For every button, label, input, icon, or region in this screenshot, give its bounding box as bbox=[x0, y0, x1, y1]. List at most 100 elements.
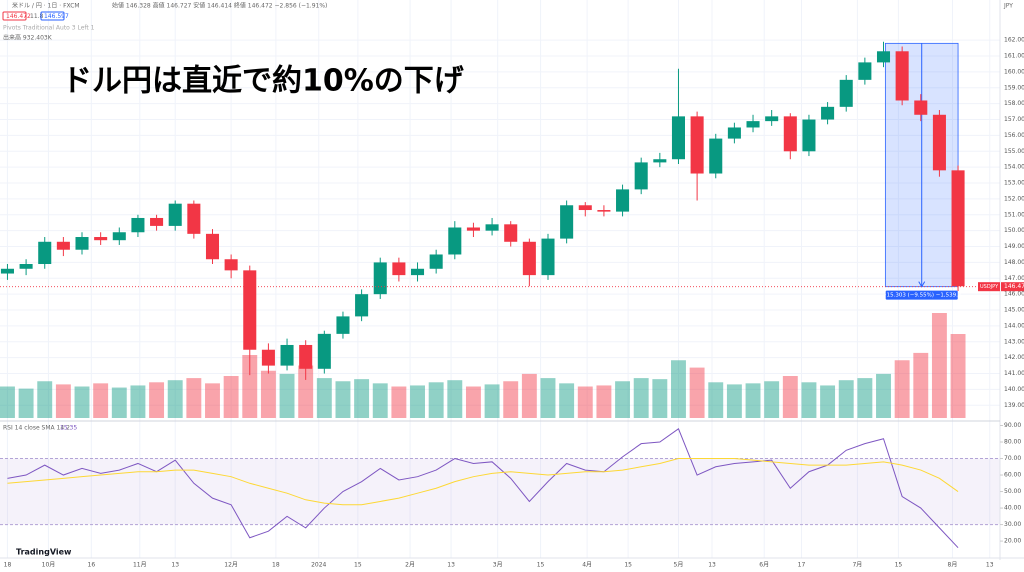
candle-body bbox=[616, 189, 630, 212]
candle-body bbox=[0, 268, 14, 274]
candle-body bbox=[429, 254, 443, 269]
volume-bar bbox=[37, 381, 53, 418]
currency: JPY bbox=[1003, 3, 1013, 10]
volume-bar bbox=[671, 360, 686, 418]
y-tick-label: 153.000 bbox=[1004, 180, 1024, 187]
volume-bar bbox=[913, 352, 929, 418]
volume-bar bbox=[745, 383, 761, 418]
candle-body bbox=[373, 262, 387, 295]
last-price-label: 146.472 bbox=[1004, 283, 1024, 290]
volume-bar bbox=[838, 380, 854, 418]
rsi-line bbox=[7, 458, 959, 506]
x-tick-label: 15 bbox=[624, 562, 632, 569]
y-tick-label: 150.000 bbox=[1004, 227, 1024, 234]
volume-bar bbox=[372, 383, 388, 418]
volume-bar bbox=[391, 386, 407, 418]
volume-bar bbox=[726, 384, 742, 418]
y-tick-label: 155.000 bbox=[1004, 148, 1024, 155]
x-tick-label: 2月 bbox=[405, 562, 415, 569]
candle-body bbox=[243, 270, 257, 350]
rsi-tick-label: 80.00 bbox=[1004, 439, 1021, 446]
x-tick-label: 3月 bbox=[493, 562, 503, 569]
y-tick-label: 151.000 bbox=[1004, 211, 1024, 218]
candle-body bbox=[261, 349, 275, 366]
x-tick-label: 13 bbox=[708, 562, 716, 569]
candle-body bbox=[727, 127, 741, 139]
candle-body bbox=[895, 51, 909, 101]
pivots: Pivots Traditional Auto 3 Left 1 bbox=[3, 25, 95, 32]
y-tick-label: 159.000 bbox=[1004, 84, 1024, 91]
x-tick-label: 10月 bbox=[42, 562, 56, 569]
volume-bar bbox=[615, 381, 631, 418]
rsi-last: 15.35 bbox=[60, 425, 77, 432]
x-tick-label: 13 bbox=[986, 562, 994, 569]
logo: TradingView bbox=[16, 548, 72, 557]
volume-bar bbox=[186, 378, 202, 418]
symbol-tag bbox=[978, 282, 1000, 292]
y-tick-label: 148.000 bbox=[1004, 259, 1024, 266]
symbol-label: USDJPY bbox=[980, 284, 999, 290]
candle-body bbox=[709, 138, 723, 174]
ask[interactable]: 146.597 bbox=[44, 13, 69, 20]
candle-body bbox=[187, 203, 201, 234]
volume-bar bbox=[205, 383, 220, 418]
spread: 11.8 bbox=[30, 13, 44, 20]
buy-button[interactable] bbox=[40, 11, 65, 21]
y-tick-label: 146.000 bbox=[1004, 291, 1024, 298]
candle-body bbox=[131, 217, 145, 233]
candle-body bbox=[112, 232, 126, 241]
volume-bar bbox=[335, 381, 351, 418]
last-price-tag bbox=[1001, 282, 1024, 292]
candle-body bbox=[504, 224, 518, 242]
volume-bar bbox=[484, 384, 500, 418]
volume-bar bbox=[708, 382, 724, 418]
candle-body bbox=[56, 241, 70, 250]
x-tick-label: 11月 bbox=[133, 562, 147, 569]
y-tick-label: 143.000 bbox=[1004, 338, 1024, 345]
candle-body bbox=[150, 217, 164, 226]
x-tick-label: 17 bbox=[798, 562, 806, 569]
y-tick-label: 142.000 bbox=[1004, 354, 1024, 361]
sell-button[interactable] bbox=[2, 11, 27, 21]
bid[interactable]: 146.472 bbox=[6, 13, 31, 20]
candle-body bbox=[634, 162, 648, 190]
volume-bar bbox=[93, 383, 109, 418]
rsi-tick-label: 70.00 bbox=[1004, 455, 1021, 462]
x-tick-label: 18 bbox=[272, 562, 280, 569]
volume-bar bbox=[298, 365, 314, 418]
volume-bar bbox=[167, 380, 183, 418]
rsi-tick-label: 40.00 bbox=[1004, 505, 1021, 512]
volume-bar bbox=[857, 378, 873, 418]
volume-bar bbox=[652, 379, 668, 418]
y-tick-label: 145.000 bbox=[1004, 307, 1024, 314]
x-tick-label: 8月 bbox=[948, 562, 958, 569]
rsi-tick-label: 30.00 bbox=[1004, 521, 1021, 528]
ohlc: 始値 146.328 高値 146.727 安値 146.414 終値 146.… bbox=[112, 2, 327, 10]
candle-body bbox=[578, 205, 592, 211]
candle-body bbox=[839, 79, 853, 107]
volume-bar bbox=[279, 373, 295, 418]
rsi-tick-label: 20.00 bbox=[1004, 538, 1021, 545]
y-tick-label: 160.000 bbox=[1004, 68, 1024, 75]
y-tick-label: 141.000 bbox=[1004, 370, 1024, 377]
candle-body bbox=[336, 316, 350, 334]
volume-bar bbox=[130, 385, 146, 418]
y-tick-label: 161.000 bbox=[1004, 53, 1024, 60]
rsi-band-fill bbox=[0, 458, 1000, 525]
candle-body bbox=[821, 106, 835, 120]
x-tick-label: 6月 bbox=[759, 562, 769, 569]
rsi-title: RSI 14 close SMA 14 2 bbox=[3, 425, 70, 432]
candle-body bbox=[410, 268, 425, 276]
layer: −15.303 (−9.55%) −1,539.3 bbox=[0, 41, 1000, 549]
x-tick-label: 15 bbox=[537, 562, 545, 569]
volume-bar bbox=[633, 378, 649, 418]
y-tick-label: 158.000 bbox=[1004, 100, 1024, 107]
volume-bar bbox=[354, 379, 370, 418]
volume-bar bbox=[931, 313, 947, 418]
candle-body bbox=[317, 333, 331, 369]
rsi-line bbox=[7, 428, 959, 549]
candle-body bbox=[858, 62, 872, 80]
x-tick-label: 16 bbox=[88, 562, 96, 569]
x-tick-label: 13 bbox=[447, 562, 455, 569]
